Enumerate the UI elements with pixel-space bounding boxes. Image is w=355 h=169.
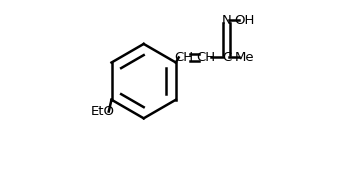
Text: C: C (222, 51, 231, 64)
Text: OH: OH (234, 14, 255, 27)
Text: Me: Me (234, 51, 254, 64)
Text: CH: CH (196, 51, 215, 64)
Text: EtO: EtO (90, 105, 114, 118)
Text: CH: CH (174, 51, 193, 64)
Text: N: N (222, 14, 231, 27)
